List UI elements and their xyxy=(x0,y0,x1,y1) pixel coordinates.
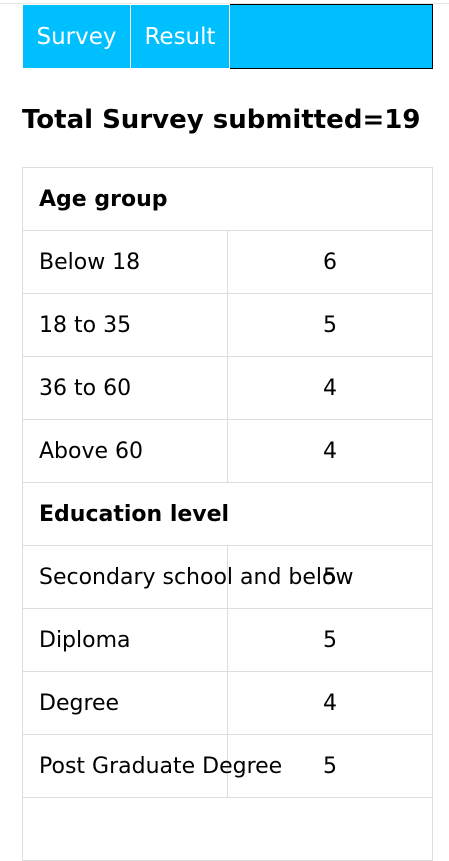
total-separator: = xyxy=(362,105,385,135)
page-title: Total Survey submitted=19 xyxy=(22,103,420,137)
empty-cell xyxy=(22,797,433,861)
table-row: 18 to 35 5 xyxy=(22,293,433,357)
section-row-age-group: Age group xyxy=(22,167,433,231)
row-label: Diploma xyxy=(22,608,228,672)
nav-tab-result[interactable]: Result xyxy=(130,4,230,69)
row-count: 4 xyxy=(227,671,433,735)
table-row: 36 to 60 4 xyxy=(22,356,433,420)
row-label: 36 to 60 xyxy=(22,356,228,420)
section-row-education-level: Education level xyxy=(22,482,433,546)
row-label: Below 18 xyxy=(22,230,228,294)
table-row: Degree 4 xyxy=(22,671,433,735)
row-count: 5 xyxy=(227,545,433,609)
row-count: 6 xyxy=(227,230,433,294)
total-label: Total Survey submitted xyxy=(22,105,363,135)
results-table: Age group Below 18 6 18 to 35 5 36 to 60… xyxy=(22,167,433,861)
row-count: 5 xyxy=(227,293,433,357)
row-label: Post Graduate Degree xyxy=(22,734,282,798)
table-row: Diploma 5 xyxy=(22,608,433,672)
row-label: Secondary school and below xyxy=(22,545,353,609)
row-count: 4 xyxy=(227,419,433,483)
table-row-empty xyxy=(22,797,433,861)
section-title-education-level: Education level xyxy=(22,482,433,546)
row-label: Degree xyxy=(22,671,228,735)
nav-tab-survey[interactable]: Survey xyxy=(22,4,131,69)
navbar: Survey Result xyxy=(22,4,433,69)
section-title-age-group: Age group xyxy=(22,167,433,231)
row-count: 4 xyxy=(227,356,433,420)
row-label: Above 60 xyxy=(22,419,228,483)
table-row: Secondary school and below 5 xyxy=(22,545,433,609)
top-divider xyxy=(0,0,449,4)
row-label: 18 to 35 xyxy=(22,293,228,357)
table-row: Below 18 6 xyxy=(22,230,433,294)
table-row: Above 60 4 xyxy=(22,419,433,483)
total-count: 19 xyxy=(384,105,421,135)
row-count: 5 xyxy=(227,608,433,672)
table-row: Post Graduate Degree 5 xyxy=(22,734,433,798)
row-count: 5 xyxy=(227,734,433,798)
